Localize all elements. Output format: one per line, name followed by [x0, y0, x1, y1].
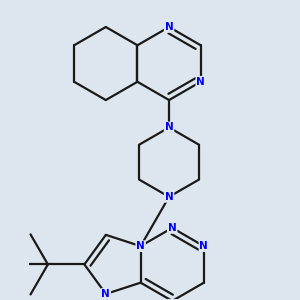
Text: N: N: [200, 241, 208, 251]
Text: N: N: [168, 223, 177, 233]
Text: N: N: [101, 289, 110, 299]
Text: N: N: [165, 122, 173, 132]
Text: N: N: [165, 192, 173, 202]
Text: N: N: [136, 241, 145, 251]
Text: N: N: [165, 22, 173, 32]
Text: N: N: [196, 77, 205, 87]
